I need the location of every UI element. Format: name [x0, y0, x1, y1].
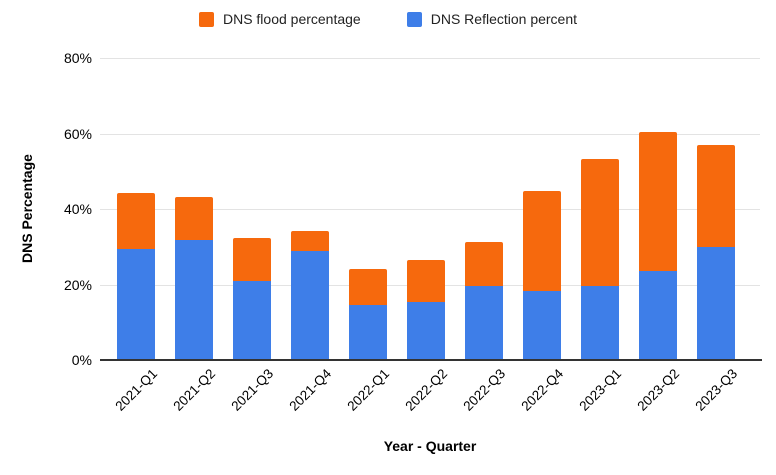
bar-segment-reflection-2021-Q2[interactable] — [175, 239, 213, 360]
bar-segment-flood-2023-Q3[interactable] — [697, 144, 735, 247]
y-tick-label-20%: 20% — [63, 276, 92, 293]
x-axis-title: Year - Quarter — [383, 438, 477, 454]
bar-segment-reflection-2022-Q4[interactable] — [523, 290, 561, 360]
bar-segment-flood-2023-Q2[interactable] — [639, 131, 677, 272]
x-tick-label-2021-Q1: 2021-Q1 — [112, 366, 161, 414]
x-tick-label-2021-Q3: 2021-Q3 — [228, 366, 277, 414]
bar-segment-flood-2022-Q4[interactable] — [523, 190, 561, 291]
bar-segment-reflection-2023-Q3[interactable] — [697, 246, 735, 360]
bar-segment-reflection-2023-Q2[interactable] — [639, 271, 677, 360]
x-tick-label-2022-Q1: 2022-Q1 — [344, 366, 393, 414]
bar-segment-flood-2021-Q4[interactable] — [291, 230, 329, 252]
bar-segment-flood-2021-Q1[interactable] — [117, 193, 155, 249]
bar-segment-flood-2022-Q1[interactable] — [349, 268, 387, 306]
x-tick-label-2022-Q4: 2022-Q4 — [518, 366, 567, 414]
chart-legend: DNS flood percentage DNS Reflection perce… — [0, 11, 776, 27]
bar-segment-flood-2021-Q3[interactable] — [233, 238, 271, 281]
y-tick-label-60%: 60% — [63, 125, 92, 142]
bar-segment-flood-2022-Q2[interactable] — [407, 259, 445, 302]
bar-segment-reflection-2021-Q3[interactable] — [233, 280, 271, 360]
bar-segment-flood-2021-Q2[interactable] — [175, 196, 213, 240]
gridline-40% — [100, 209, 760, 210]
legend-swatch-icon — [406, 11, 422, 27]
legend-item-reflection: DNS Reflection percent — [406, 11, 578, 27]
x-tick-label-2021-Q4: 2021-Q4 — [286, 366, 335, 414]
legend-item-flood: DNS flood percentage — [198, 11, 361, 27]
y-tick-label-80%: 80% — [63, 50, 92, 66]
bar-segment-reflection-2022-Q1[interactable] — [349, 305, 387, 360]
bar-segment-reflection-2022-Q2[interactable] — [407, 301, 445, 360]
bar-segment-flood-2022-Q3[interactable] — [465, 242, 503, 287]
bar-segment-flood-2023-Q1[interactable] — [581, 159, 619, 287]
bar-segment-reflection-2022-Q3[interactable] — [465, 286, 503, 360]
bar-segment-reflection-2023-Q1[interactable] — [581, 286, 619, 360]
bar-segment-reflection-2021-Q1[interactable] — [117, 248, 155, 360]
x-tick-label-2022-Q2: 2022-Q2 — [402, 366, 451, 414]
y-tick-label-40%: 40% — [63, 201, 92, 217]
legend-swatch-icon — [198, 11, 214, 27]
bar-segment-reflection-2021-Q4[interactable] — [291, 251, 329, 360]
x-tick-label-2022-Q3: 2022-Q3 — [460, 366, 509, 414]
x-tick-label-2023-Q2: 2023-Q2 — [634, 366, 683, 414]
plot-area — [100, 58, 760, 360]
gridline-80% — [100, 58, 760, 59]
legend-label: DNS flood percentage — [222, 11, 361, 27]
x-tick-label-2023-Q1: 2023-Q1 — [576, 366, 625, 414]
legend-label: DNS Reflection percent — [430, 11, 578, 27]
x-axis-line — [100, 359, 762, 361]
gridline-60% — [100, 133, 760, 135]
x-tick-label-2021-Q2: 2021-Q2 — [170, 366, 219, 414]
x-tick-label-2023-Q3: 2023-Q3 — [692, 366, 741, 414]
y-tick-label-0%: 0% — [71, 352, 92, 368]
